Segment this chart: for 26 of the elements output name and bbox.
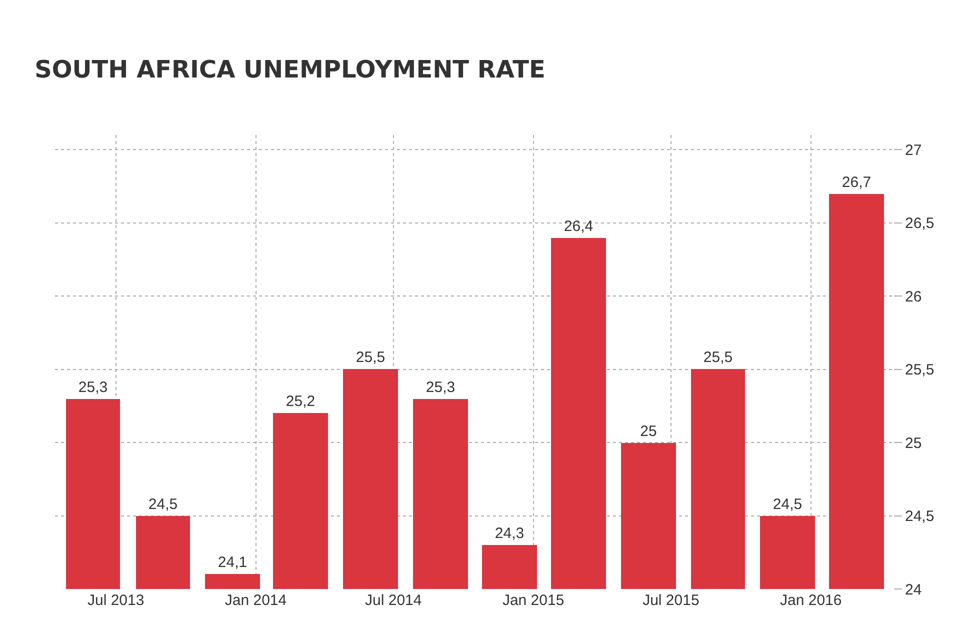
- data-label: 26,4: [564, 218, 594, 235]
- data-label: 25: [640, 423, 657, 440]
- x-tick-label: Jan 2016: [780, 592, 842, 609]
- x-tick-label: Jul 2013: [87, 592, 144, 609]
- data-label: 24,5: [148, 496, 178, 513]
- y-tick-label: 25: [905, 434, 922, 452]
- data-label: 25,2: [286, 393, 316, 410]
- data-label: 24,5: [772, 496, 802, 513]
- y-tick-label: 24,5: [905, 508, 934, 526]
- x-tick-label: Jan 2014: [224, 592, 287, 609]
- data-label: 24,1: [218, 554, 248, 571]
- data-label: 25,5: [356, 349, 386, 366]
- x-tick-label: Jul 2015: [642, 592, 700, 609]
- y-tick-label: 27: [905, 142, 922, 159]
- data-label: 24,3: [494, 525, 524, 542]
- data-label: 25,3: [426, 379, 456, 396]
- data-label: 25,3: [78, 379, 108, 396]
- x-tick-label: Jan 2015: [502, 592, 564, 609]
- y-tick-label: 26: [905, 288, 922, 306]
- x-tick-label: Jul 2014: [365, 592, 422, 609]
- data-label: 25,5: [703, 349, 733, 366]
- y-tick-label: 25,5: [905, 362, 934, 379]
- y-tick-label: 24: [905, 581, 922, 598]
- y-tick-label: 26,5: [905, 215, 934, 232]
- chart-title: SOUTH AFRICA UNEMPLOYMENT RATE: [34, 56, 546, 84]
- data-label: 26,7: [842, 174, 872, 191]
